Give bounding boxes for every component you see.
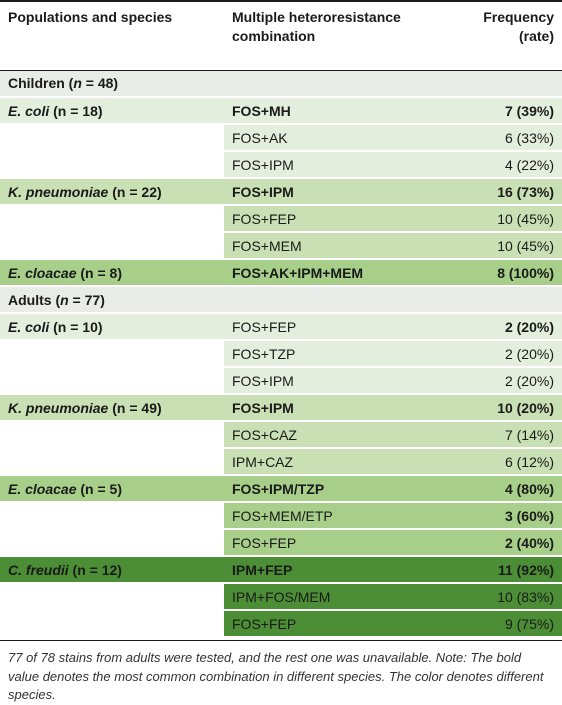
combination-cell: FOS+TZP: [224, 340, 460, 368]
combination-cell: FOS+IPM: [224, 151, 460, 179]
combination-cell: FOS+IPM/TZP: [224, 475, 460, 503]
table-footnote: 77 of 78 stains from adults were tested,…: [8, 650, 544, 702]
species-cell: E. coli (n = 10): [0, 313, 224, 341]
table-row: FOS+MEM 10 (45%): [0, 232, 562, 260]
frequency-cell: 3 (60%): [460, 502, 562, 530]
table-row: FOS+IPM 4 (22%): [0, 151, 562, 179]
frequency-cell: 10 (20%): [460, 394, 562, 422]
table-row: K. pneumoniae (n = 49) FOS+IPM 10 (20%): [0, 394, 562, 422]
table-row: E. cloacae (n = 5) FOS+IPM/TZP 4 (80%): [0, 475, 562, 503]
table-row: FOS+FEP 10 (45%): [0, 205, 562, 233]
combination-cell: FOS+FEP: [224, 529, 460, 557]
table-row: FOS+FEP 2 (40%): [0, 529, 562, 557]
table-row: FOS+FEP 9 (75%): [0, 610, 562, 638]
combination-cell: FOS+AK: [224, 124, 460, 152]
group-row-adults: Adults (n = 77): [0, 286, 562, 314]
frequency-cell: 6 (12%): [460, 448, 562, 476]
frequency-cell: 2 (20%): [460, 313, 562, 341]
frequency-cell: 10 (45%): [460, 205, 562, 233]
frequency-cell: 8 (100%): [460, 259, 562, 287]
frequency-cell: 9 (75%): [460, 610, 562, 638]
combination-cell: IPM+FOS/MEM: [224, 583, 460, 611]
frequency-cell: 11 (92%): [460, 556, 562, 584]
combination-cell: FOS+MEM/ETP: [224, 502, 460, 530]
species-cell: E. cloacae (n = 8): [0, 259, 224, 287]
group-label: Adults (n = 77): [0, 286, 224, 314]
table-row: FOS+TZP 2 (20%): [0, 340, 562, 368]
frequency-cell: 2 (20%): [460, 367, 562, 395]
species-cell: K. pneumoniae (n = 49): [0, 394, 224, 422]
table-row: FOS+MEM/ETP 3 (60%): [0, 502, 562, 530]
combination-cell: FOS+IPM: [224, 178, 460, 206]
table-row: IPM+FOS/MEM 10 (83%): [0, 583, 562, 611]
heteroresistance-table: Populations and species Multiple heteror…: [0, 2, 562, 638]
table-row: IPM+CAZ 6 (12%): [0, 448, 562, 476]
table-row: K. pneumoniae (n = 22) FOS+IPM 16 (73%): [0, 178, 562, 206]
bottom-rule: [0, 640, 562, 641]
species-cell: E. coli (n = 18): [0, 97, 224, 125]
header-frequency: Frequency (rate): [460, 2, 562, 71]
header-combination: Multiple heteroresistance combination: [224, 2, 460, 71]
table-row: E. coli (n = 18) FOS+MH 7 (39%): [0, 97, 562, 125]
frequency-cell: 10 (45%): [460, 232, 562, 260]
combination-cell: FOS+FEP: [224, 610, 460, 638]
combination-cell: FOS+IPM: [224, 367, 460, 395]
frequency-cell: 7 (39%): [460, 97, 562, 125]
frequency-cell: 16 (73%): [460, 178, 562, 206]
group-row-children: Children (n = 48): [0, 70, 562, 98]
species-cell: E. cloacae (n = 5): [0, 475, 224, 503]
species-cell: K. pneumoniae (n = 22): [0, 178, 224, 206]
header-populations: Populations and species: [0, 2, 224, 71]
table-row: FOS+IPM 2 (20%): [0, 367, 562, 395]
frequency-cell: 10 (83%): [460, 583, 562, 611]
species-cell: C. freudii (n = 12): [0, 556, 224, 584]
table-header: Populations and species Multiple heteror…: [0, 2, 562, 71]
frequency-cell: 6 (33%): [460, 124, 562, 152]
combination-cell: IPM+FEP: [224, 556, 460, 584]
combination-cell: FOS+AK+IPM+MEM: [224, 259, 460, 287]
top-rule: [0, 0, 562, 2]
combination-cell: FOS+MH: [224, 97, 460, 125]
combination-cell: FOS+CAZ: [224, 421, 460, 449]
frequency-cell: 4 (22%): [460, 151, 562, 179]
table-row: E. cloacae (n = 8) FOS+AK+IPM+MEM 8 (100…: [0, 259, 562, 287]
combination-cell: FOS+FEP: [224, 313, 460, 341]
frequency-cell: 4 (80%): [460, 475, 562, 503]
combination-cell: FOS+FEP: [224, 205, 460, 233]
frequency-cell: 7 (14%): [460, 421, 562, 449]
table-row: FOS+CAZ 7 (14%): [0, 421, 562, 449]
table-row: C. freudii (n = 12) IPM+FEP 11 (92%): [0, 556, 562, 584]
table-row: FOS+AK 6 (33%): [0, 124, 562, 152]
group-label: Children (n = 48): [0, 70, 224, 98]
combination-cell: FOS+IPM: [224, 394, 460, 422]
table-row: E. coli (n = 10) FOS+FEP 2 (20%): [0, 313, 562, 341]
combination-cell: IPM+CAZ: [224, 448, 460, 476]
frequency-cell: 2 (40%): [460, 529, 562, 557]
frequency-cell: 2 (20%): [460, 340, 562, 368]
combination-cell: FOS+MEM: [224, 232, 460, 260]
